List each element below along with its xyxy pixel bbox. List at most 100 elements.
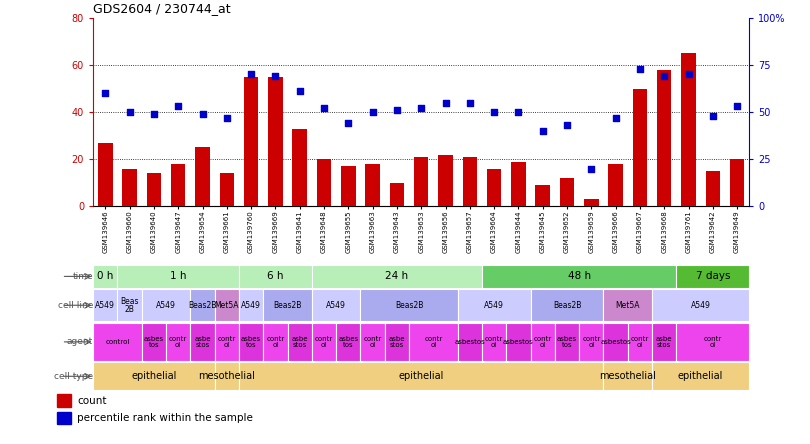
Bar (482, 265, 676, 288)
Bar (458, 289, 531, 321)
Bar (603, 362, 652, 390)
Bar (263, 289, 312, 321)
Point (172, 103, 185, 110)
Bar (555, 323, 579, 361)
Point (366, 109, 379, 116)
Point (390, 107, 403, 114)
Bar (458, 323, 482, 361)
Bar (288, 323, 312, 361)
Bar (560, 178, 574, 206)
Point (463, 99, 476, 106)
Text: cell line: cell line (58, 301, 93, 310)
Text: contr
ol: contr ol (582, 336, 600, 348)
Bar (57, 412, 71, 424)
Text: contr
ol: contr ol (169, 336, 187, 348)
Bar (579, 323, 603, 361)
Bar (608, 164, 623, 206)
Text: Met5A: Met5A (616, 301, 640, 310)
Bar (263, 323, 288, 361)
Bar (652, 323, 676, 361)
Point (196, 111, 209, 118)
Text: contr
ol: contr ol (364, 336, 382, 348)
Bar (93, 362, 215, 390)
Bar (239, 265, 312, 288)
Text: asbestos: asbestos (600, 339, 631, 345)
Bar (584, 199, 599, 206)
Bar (706, 171, 720, 206)
Point (512, 109, 525, 116)
Point (415, 105, 428, 112)
Point (269, 73, 282, 80)
Text: asbe
stos: asbe stos (194, 336, 211, 348)
Text: percentile rank within the sample: percentile rank within the sample (77, 413, 253, 424)
Text: GDS2604 / 230744_at: GDS2604 / 230744_at (93, 2, 231, 15)
Text: A549: A549 (241, 301, 261, 310)
Bar (317, 159, 331, 206)
Text: 7 days: 7 days (696, 271, 730, 281)
Point (536, 127, 549, 135)
Bar (676, 265, 749, 288)
Bar (147, 174, 161, 206)
Bar (142, 289, 190, 321)
Bar (531, 323, 555, 361)
Bar (190, 289, 215, 321)
Bar (239, 323, 263, 361)
Bar (268, 77, 283, 206)
Point (585, 165, 598, 172)
Bar (730, 159, 744, 206)
Point (731, 103, 744, 110)
Bar (531, 289, 603, 321)
Bar (312, 265, 482, 288)
Text: 0 h: 0 h (97, 271, 113, 281)
Bar (535, 185, 550, 206)
Bar (652, 289, 749, 321)
Text: contr
ol: contr ol (218, 336, 236, 348)
Bar (676, 323, 749, 361)
Bar (652, 362, 749, 390)
Bar (220, 174, 234, 206)
Bar (215, 323, 239, 361)
Point (245, 71, 258, 78)
Bar (414, 157, 428, 206)
Bar (239, 289, 263, 321)
Bar (195, 147, 210, 206)
Bar (93, 289, 117, 321)
Text: agent: agent (67, 337, 93, 346)
Text: contr
ol: contr ol (266, 336, 284, 348)
Point (293, 88, 306, 95)
Bar (215, 289, 239, 321)
Bar (603, 289, 652, 321)
Bar (633, 88, 647, 206)
Bar (166, 323, 190, 361)
Text: asbes
tos: asbes tos (144, 336, 164, 348)
Point (488, 109, 501, 116)
Point (342, 120, 355, 127)
Text: Beas2B: Beas2B (188, 301, 217, 310)
Point (561, 122, 573, 129)
Text: contr
ol: contr ol (315, 336, 333, 348)
Bar (657, 70, 671, 206)
Bar (292, 129, 307, 206)
Bar (360, 323, 385, 361)
Text: time: time (73, 272, 93, 281)
Point (99, 90, 112, 97)
Bar (628, 323, 652, 361)
Text: A549: A549 (691, 301, 710, 310)
Text: A549: A549 (484, 301, 504, 310)
Bar (365, 164, 380, 206)
Text: contr
ol: contr ol (534, 336, 552, 348)
Bar (312, 323, 336, 361)
Text: Beas2B: Beas2B (552, 301, 582, 310)
Text: contr
ol: contr ol (631, 336, 649, 348)
Bar (57, 394, 71, 407)
Text: control: control (105, 339, 130, 345)
Bar (336, 323, 360, 361)
Text: A549: A549 (156, 301, 176, 310)
Point (123, 109, 136, 116)
Point (318, 105, 330, 112)
Point (439, 99, 452, 106)
Bar (93, 323, 142, 361)
Text: cell type: cell type (54, 372, 93, 381)
Text: mesothelial: mesothelial (198, 371, 255, 381)
Text: asbestos: asbestos (503, 339, 534, 345)
